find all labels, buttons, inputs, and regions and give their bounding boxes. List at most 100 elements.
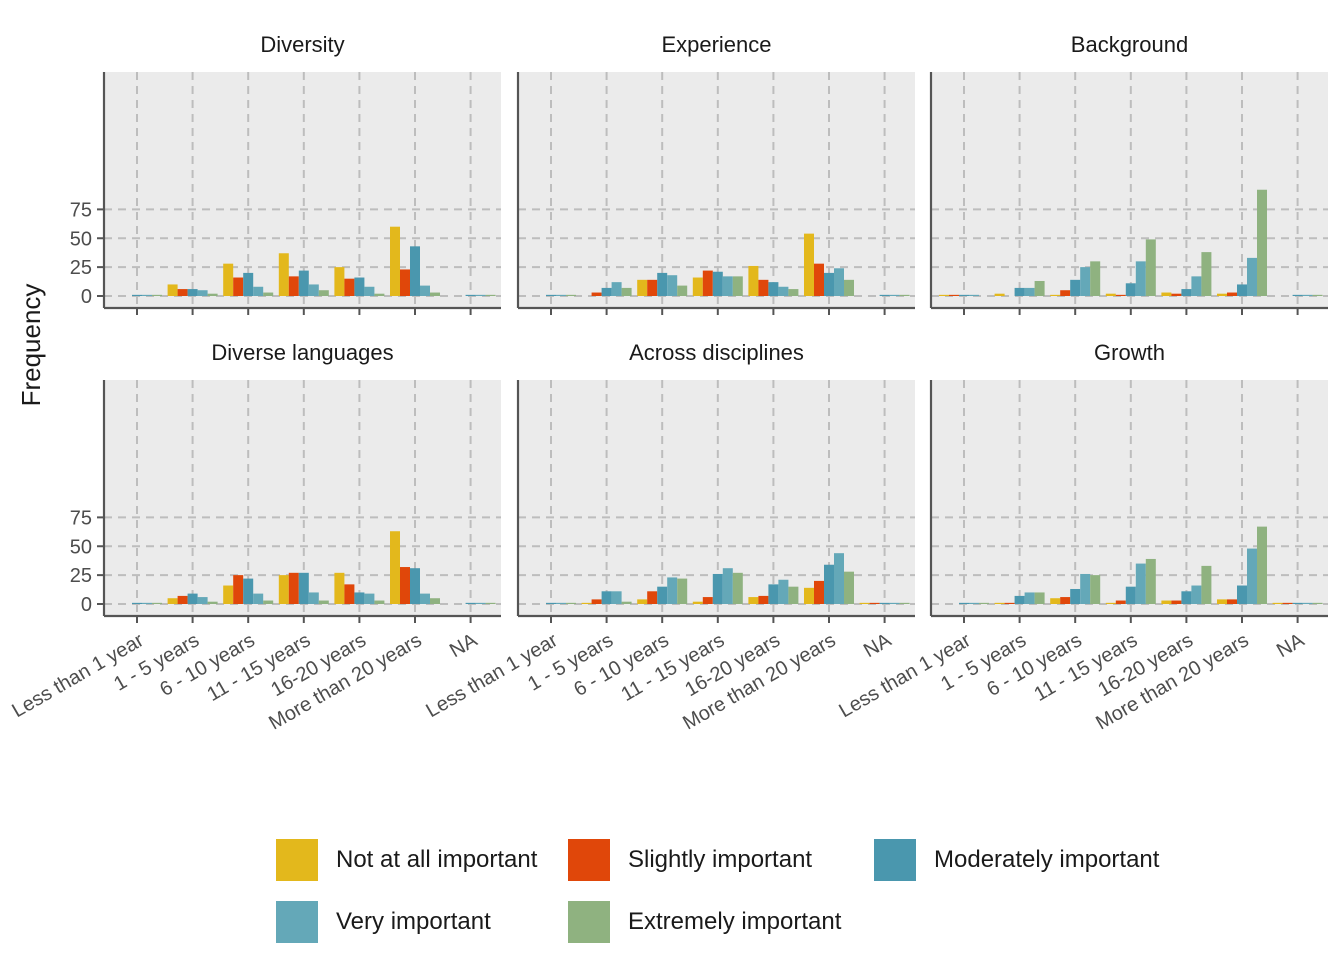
bar-growth-1-5-years-moderately-important xyxy=(1014,595,1025,604)
bar-experience-11-15-years-very-important xyxy=(722,276,733,296)
bar-diversity-less-than-1-year-extremely-important xyxy=(152,294,162,296)
x-tick-label-na: NA xyxy=(1273,629,1309,662)
bar-growth-6-10-years-not-at-all-important xyxy=(1050,598,1061,604)
bar-experience-6-10-years-very-important xyxy=(667,275,678,296)
bar-growth-na-very-important xyxy=(1302,602,1313,604)
bar-diverse-languages-6-10-years-slightly-important xyxy=(233,575,244,604)
bar-across-disciplines-more-than-20-years-moderately-important xyxy=(824,564,834,604)
bar-diverse-languages-1-5-years-extremely-important xyxy=(207,601,218,604)
bar-experience-11-15-years-moderately-important xyxy=(712,271,723,296)
bar-across-disciplines-16-20-years-slightly-important xyxy=(758,595,769,604)
bar-diversity-na-extremely-important xyxy=(485,294,496,296)
bar-experience-na-very-important xyxy=(889,294,900,296)
bar-diversity-16-20-years-moderately-important xyxy=(354,277,365,296)
bar-growth-11-15-years-slightly-important xyxy=(1115,600,1126,604)
bar-diversity-6-10-years-not-at-all-important xyxy=(223,263,234,296)
legend-item-slightly-important: Slightly important xyxy=(568,838,812,882)
bar-experience-6-10-years-not-at-all-important xyxy=(637,279,648,296)
bar-diversity-11-15-years-extremely-important xyxy=(318,290,329,296)
bar-across-disciplines-na-extremely-important xyxy=(899,602,910,604)
bar-across-disciplines-1-5-years-not-at-all-important xyxy=(581,602,592,604)
bar-across-disciplines-na-not-at-all-important xyxy=(859,602,870,604)
bar-across-disciplines-less-than-1-year-moderately-important xyxy=(546,602,556,604)
bar-diversity-11-15-years-moderately-important xyxy=(298,270,309,296)
bar-background-more-than-20-years-extremely-important xyxy=(1257,189,1267,296)
bar-across-disciplines-16-20-years-extremely-important xyxy=(788,586,799,604)
bar-across-disciplines-16-20-years-moderately-important xyxy=(768,584,779,604)
bar-across-disciplines-11-15-years-slightly-important xyxy=(702,597,713,604)
bar-diverse-languages-16-20-years-very-important xyxy=(364,593,375,604)
panel-background xyxy=(931,72,1328,308)
legend-label: Slightly important xyxy=(628,846,813,873)
bar-background-na-moderately-important xyxy=(1292,294,1303,296)
bar-background-16-20-years-moderately-important xyxy=(1181,289,1192,296)
bar-background-6-10-years-not-at-all-important xyxy=(1050,294,1061,296)
bar-background-16-20-years-very-important xyxy=(1191,276,1202,296)
bar-experience-1-5-years-very-important xyxy=(611,282,622,296)
y-tick-label: 50 xyxy=(70,228,92,250)
bar-across-disciplines-6-10-years-slightly-important xyxy=(647,591,658,604)
bar-across-disciplines-6-10-years-extremely-important xyxy=(677,578,688,604)
bar-diverse-languages-11-15-years-slightly-important xyxy=(288,572,299,604)
legend-item-not-at-all-important: Not at all important xyxy=(276,838,537,882)
legend-item-extremely-important: Extremely important xyxy=(568,900,841,944)
bar-background-16-20-years-extremely-important xyxy=(1201,252,1212,296)
bar-experience-1-5-years-moderately-important xyxy=(601,287,612,296)
bar-growth-less-than-1-year-moderately-important xyxy=(959,602,969,604)
bar-diversity-na-very-important xyxy=(475,294,486,296)
bar-experience-16-20-years-not-at-all-important xyxy=(748,265,759,296)
bar-diverse-languages-16-20-years-slightly-important xyxy=(344,584,355,604)
bar-background-16-20-years-slightly-important xyxy=(1171,293,1182,296)
bar-growth-6-10-years-moderately-important xyxy=(1070,588,1081,604)
bar-across-disciplines-1-5-years-very-important xyxy=(611,591,622,604)
bar-diverse-languages-6-10-years-extremely-important xyxy=(263,600,274,604)
legend-label: Very important xyxy=(336,908,491,935)
bar-diversity-1-5-years-very-important xyxy=(197,290,208,296)
bar-diversity-1-5-years-slightly-important xyxy=(177,289,188,296)
bar-background-6-10-years-very-important xyxy=(1080,267,1091,296)
bar-diverse-languages-6-10-years-very-important xyxy=(253,593,264,604)
bar-across-disciplines-11-15-years-extremely-important xyxy=(732,572,743,604)
bar-diversity-1-5-years-moderately-important xyxy=(187,289,198,296)
bar-diversity-16-20-years-very-important xyxy=(364,286,375,296)
y-tick-label: 50 xyxy=(70,536,92,558)
bar-across-disciplines-16-20-years-very-important xyxy=(778,579,789,604)
bar-growth-1-5-years-extremely-important xyxy=(1034,592,1045,604)
panel-background xyxy=(104,72,501,308)
bar-experience-16-20-years-very-important xyxy=(778,286,789,296)
bar-diversity-11-15-years-not-at-all-important xyxy=(278,253,289,296)
bar-experience-6-10-years-moderately-important xyxy=(657,272,668,296)
bar-background-more-than-20-years-slightly-important xyxy=(1227,292,1237,296)
bar-across-disciplines-6-10-years-very-important xyxy=(667,577,678,604)
panel-title-diversity: Diversity xyxy=(260,32,344,57)
bar-diverse-languages-11-15-years-moderately-important xyxy=(298,572,309,604)
bar-experience-11-15-years-extremely-important xyxy=(732,276,743,296)
bar-diversity-na-moderately-important xyxy=(465,294,476,296)
bar-across-disciplines-11-15-years-very-important xyxy=(722,568,733,604)
bar-growth-11-15-years-very-important xyxy=(1135,563,1146,604)
bar-experience-11-15-years-slightly-important xyxy=(702,270,713,296)
y-tick-label: 25 xyxy=(70,257,92,279)
bar-experience-less-than-1-year-moderately-important xyxy=(546,294,556,296)
bar-diverse-languages-more-than-20-years-moderately-important xyxy=(410,568,420,604)
bar-diverse-languages-1-5-years-not-at-all-important xyxy=(167,598,178,604)
bar-across-disciplines-11-15-years-not-at-all-important xyxy=(692,601,703,604)
panel-title-across-disciplines: Across disciplines xyxy=(629,340,804,365)
bar-growth-16-20-years-moderately-important xyxy=(1181,591,1192,604)
bar-across-disciplines-less-than-1-year-extremely-important xyxy=(566,602,576,604)
legend-label: Extremely important xyxy=(628,908,842,935)
bar-across-disciplines-na-very-important xyxy=(889,602,900,604)
bar-background-1-5-years-not-at-all-important xyxy=(994,293,1005,296)
bar-across-disciplines-1-5-years-slightly-important xyxy=(591,599,602,604)
bar-diverse-languages-1-5-years-very-important xyxy=(197,597,208,604)
legend-key-moderately-important xyxy=(874,839,916,881)
bar-background-1-5-years-extremely-important xyxy=(1034,280,1045,296)
bar-across-disciplines-6-10-years-moderately-important xyxy=(657,586,668,604)
bar-diversity-6-10-years-very-important xyxy=(253,286,264,296)
bar-growth-1-5-years-very-important xyxy=(1024,592,1035,604)
bar-diverse-languages-na-very-important xyxy=(475,602,486,604)
bar-experience-11-15-years-not-at-all-important xyxy=(692,277,703,296)
bar-experience-more-than-20-years-not-at-all-important xyxy=(804,233,814,296)
bar-diversity-less-than-1-year-very-important xyxy=(142,294,152,296)
bar-experience-less-than-1-year-very-important xyxy=(556,294,566,296)
